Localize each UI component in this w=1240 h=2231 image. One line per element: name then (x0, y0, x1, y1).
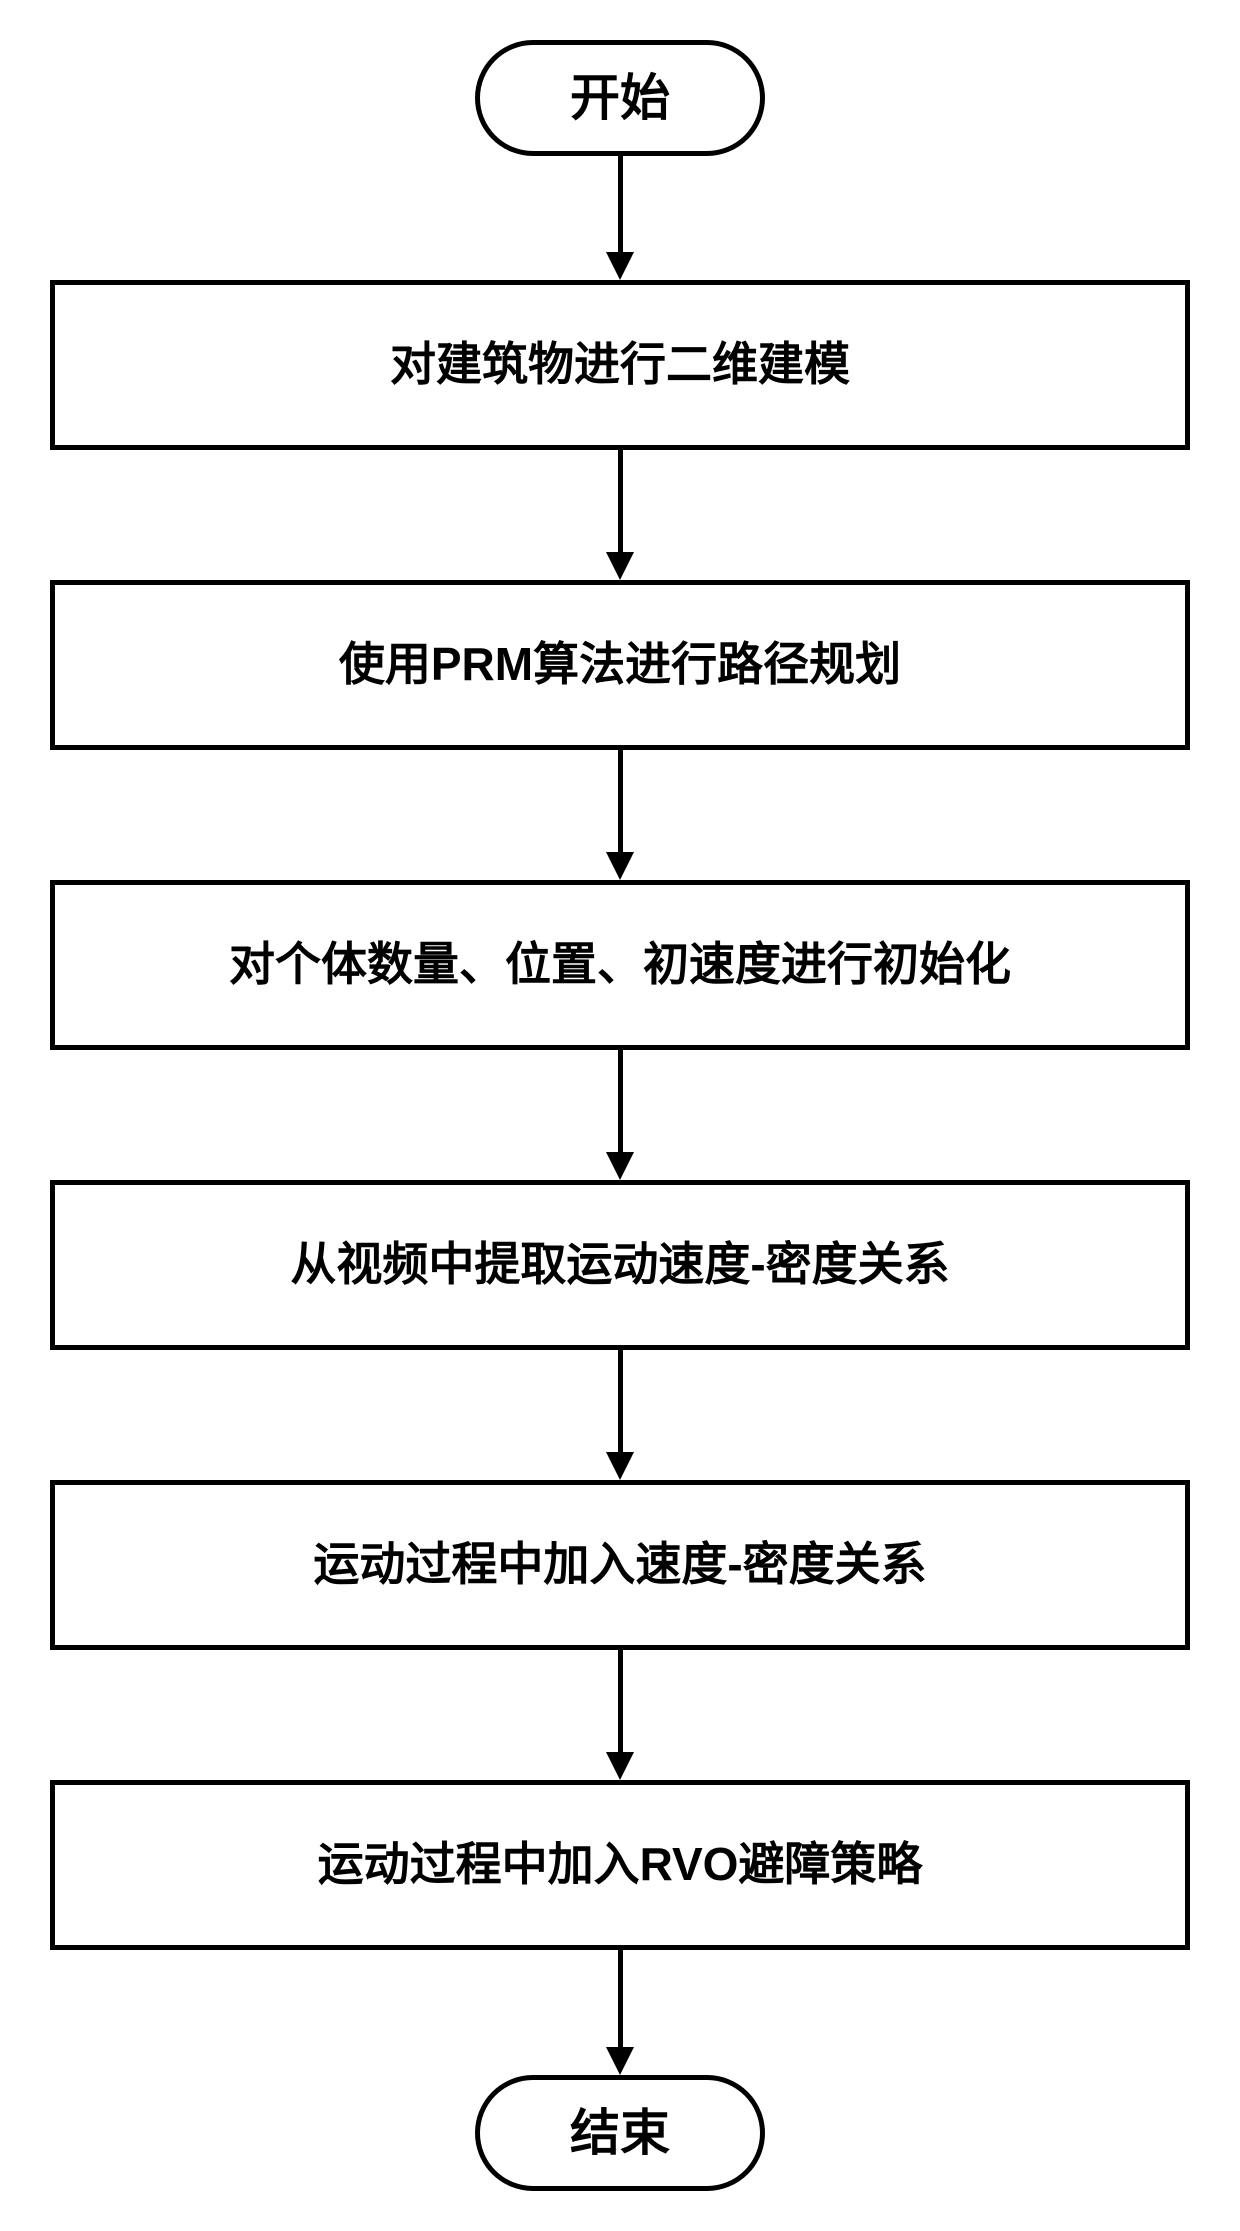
flowchart-node-step5: 运动过程中加入速度-密度关系 (50, 1480, 1190, 1650)
flowchart-node-label: 对建筑物进行二维建模 (390, 337, 850, 392)
flowchart-arrow-line (618, 1350, 623, 1452)
flowchart-arrow-head-icon (606, 1752, 634, 1780)
flowchart-arrow-head-icon (606, 1152, 634, 1180)
flowchart-node-label: 从视频中提取运动速度-密度关系 (290, 1237, 949, 1292)
flowchart-arrow-head-icon (606, 2047, 634, 2075)
flowchart-arrow-line (618, 450, 623, 552)
flowchart-node-step4: 从视频中提取运动速度-密度关系 (50, 1180, 1190, 1350)
flowchart-node-label: 对个体数量、位置、初速度进行初始化 (229, 937, 1011, 992)
flowchart-arrow-line (618, 750, 623, 852)
flowchart-node-label: 结束 (570, 2103, 670, 2163)
flowchart-node-step2: 使用PRM算法进行路径规划 (50, 580, 1190, 750)
flowchart-node-step1: 对建筑物进行二维建模 (50, 280, 1190, 450)
flowchart-arrow-head-icon (606, 1452, 634, 1480)
flowchart-arrow-line (618, 1050, 623, 1152)
flowchart-node-label: 运动过程中加入速度-密度关系 (313, 1537, 926, 1592)
flowchart-arrow-head-icon (606, 552, 634, 580)
flowchart-arrow-head-icon (606, 252, 634, 280)
flowchart-arrow-line (618, 1650, 623, 1752)
flowchart-node-start: 开始 (475, 40, 765, 156)
flowchart-node-step3: 对个体数量、位置、初速度进行初始化 (50, 880, 1190, 1050)
flowchart-node-step6: 运动过程中加入RVO避障策略 (50, 1780, 1190, 1950)
flowchart-node-label: 开始 (570, 68, 670, 128)
flowchart-node-label: 使用PRM算法进行路径规划 (339, 637, 901, 692)
flowchart-arrow-line (618, 1950, 623, 2047)
flowchart-arrow-head-icon (606, 852, 634, 880)
flowchart-arrow-line (618, 156, 623, 252)
flowchart-node-end: 结束 (475, 2075, 765, 2191)
flowchart-node-label: 运动过程中加入RVO避障策略 (318, 1837, 923, 1892)
